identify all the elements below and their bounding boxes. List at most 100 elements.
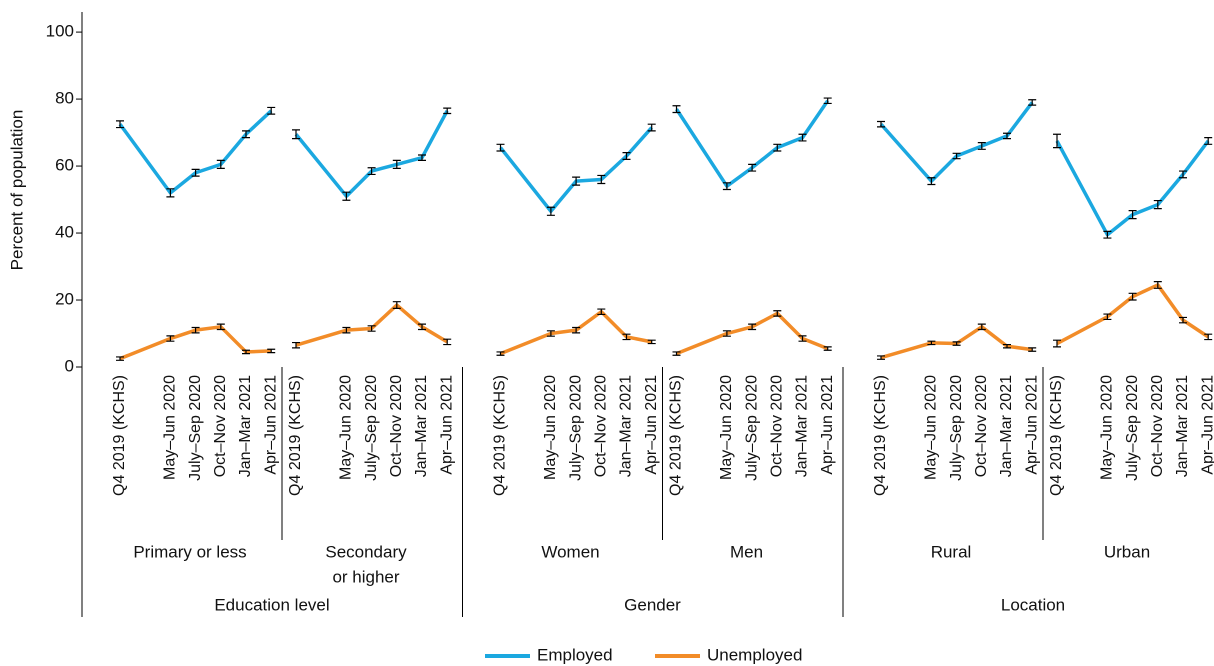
error-bar — [292, 129, 300, 140]
error-bar — [267, 106, 276, 115]
error-bar — [242, 130, 250, 139]
error-bar — [1003, 343, 1011, 349]
error-bar — [927, 177, 936, 186]
error-bar — [242, 349, 250, 355]
error-bar — [443, 338, 452, 346]
x-tick-label: Jan–Mar 2021 — [237, 375, 254, 477]
error-bar — [546, 330, 555, 337]
x-tick-label: May–Jun 2020 — [338, 375, 355, 480]
error-bar — [1103, 313, 1112, 321]
error-bar — [647, 123, 656, 132]
error-bar — [597, 174, 606, 185]
error-bar — [166, 188, 175, 198]
x-tick-label: Jan–Mar 2021 — [413, 375, 430, 477]
error-bar — [877, 355, 885, 360]
y-tick-label: 100 — [46, 22, 74, 41]
error-bar — [572, 326, 581, 334]
panel-label: Rural — [931, 542, 972, 561]
error-bar — [672, 105, 681, 114]
error-bar — [952, 341, 961, 346]
error-bar — [597, 308, 606, 316]
error-bar — [952, 152, 961, 160]
error-bar — [647, 339, 656, 345]
y-tick-label: 0 — [65, 356, 74, 375]
x-tick-label: July–Sep 2020 — [743, 375, 760, 481]
error-bar — [773, 310, 782, 317]
series-line — [499, 309, 653, 356]
x-tick-label: Apr–Jun 2021 — [262, 375, 279, 475]
panel-label: Men — [730, 542, 763, 561]
error-bar — [672, 351, 681, 356]
x-tick-label: Jan–Mar 2021 — [998, 375, 1015, 477]
error-bar — [722, 182, 731, 191]
error-bar — [1128, 292, 1137, 301]
error-bar — [216, 159, 225, 170]
error-bar — [1028, 347, 1037, 352]
x-tick-label: May–Jun 2020 — [718, 375, 735, 480]
x-tick-label: Q4 2019 (KCHS) — [872, 375, 889, 496]
error-bar — [977, 142, 986, 150]
error-bar — [1179, 170, 1187, 179]
error-bar — [823, 346, 832, 351]
panel-label: Urban — [1104, 542, 1150, 561]
series-line — [1056, 283, 1210, 346]
group-label: Gender — [624, 595, 681, 614]
series-line — [880, 325, 1033, 360]
x-tick-label: July–Sep 2020 — [567, 375, 584, 481]
series-line — [675, 311, 829, 356]
error-bar — [546, 206, 555, 216]
x-tick-label: Oct–Nov 2020 — [769, 375, 786, 477]
error-bar — [418, 323, 426, 331]
error-bar — [1053, 133, 1061, 149]
panel-label: Women — [541, 542, 599, 561]
error-bar — [367, 167, 376, 176]
error-bar — [1128, 209, 1137, 220]
error-bar — [216, 323, 225, 331]
series-line — [295, 303, 449, 347]
error-bar — [418, 154, 426, 161]
x-tick-label: Apr–Jun 2021 — [438, 375, 455, 475]
error-bar — [977, 323, 986, 331]
x-tick-label: Q4 2019 (KCHS) — [111, 375, 128, 496]
error-bar — [443, 107, 452, 115]
x-tick-label: Jan–Mar 2021 — [794, 375, 811, 477]
series-line — [499, 126, 654, 214]
x-tick-label: July–Sep 2020 — [363, 375, 380, 481]
y-tick-label: 40 — [55, 223, 74, 242]
error-bar — [267, 348, 276, 354]
y-tick-label: 60 — [55, 156, 74, 175]
x-tick-label: July–Sep 2020 — [187, 375, 204, 481]
group-label: Education level — [214, 595, 329, 614]
error-bar — [1153, 199, 1162, 210]
error-bar — [798, 133, 807, 142]
error-bar — [116, 356, 124, 361]
x-tick-label: Jan–Mar 2021 — [618, 375, 635, 477]
legend-label: Employed — [537, 645, 613, 664]
error-bar — [116, 120, 124, 129]
series-line — [675, 99, 830, 188]
x-tick-label: Apr–Jun 2021 — [1199, 375, 1214, 475]
error-bar — [191, 326, 200, 334]
error-bar — [342, 326, 351, 334]
error-bar — [1103, 230, 1112, 239]
x-tick-label: Apr–Jun 2021 — [1023, 375, 1040, 475]
error-bar — [292, 341, 300, 349]
error-bar — [798, 335, 807, 342]
error-bar — [748, 323, 757, 331]
error-bar — [191, 168, 200, 177]
error-bar — [823, 97, 832, 105]
error-bar — [392, 159, 401, 170]
x-tick-label: Oct–Nov 2020 — [212, 375, 229, 477]
error-bar — [722, 330, 731, 337]
error-bar — [773, 143, 782, 152]
error-bar — [1153, 280, 1162, 289]
x-tick-label: Oct–Nov 2020 — [388, 375, 405, 477]
y-tick-label: 20 — [55, 290, 74, 309]
series-line — [1055, 139, 1210, 237]
error-bar — [622, 152, 631, 160]
x-tick-label: Apr–Jun 2021 — [643, 375, 660, 475]
y-axis-label: Percent of population — [7, 110, 26, 271]
x-tick-label: Oct–Nov 2020 — [593, 375, 610, 477]
error-bar — [1204, 333, 1213, 341]
